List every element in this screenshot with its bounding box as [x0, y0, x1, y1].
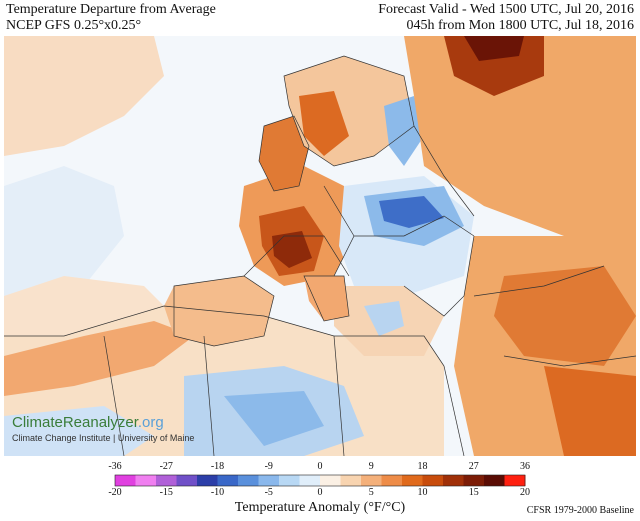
climate-reanalyzer-logo: ClimateReanalyzer.org	[12, 414, 194, 431]
iberia-warm-region	[164, 276, 274, 346]
celsius-tick-label: 10	[417, 487, 428, 498]
colorbar-swatch	[320, 475, 341, 486]
colorbar-swatch	[381, 475, 403, 486]
fahrenheit-tick-label: 0	[317, 461, 323, 472]
morocco-warm-region	[4, 321, 194, 396]
institution-credit: Climate Change Institute | University of…	[12, 433, 195, 443]
colorbar-border	[114, 474, 526, 487]
greece-cool-region	[364, 301, 404, 336]
iran-hot-region	[494, 266, 636, 366]
colorbar-swatch	[135, 475, 157, 486]
fahrenheit-tick-label: 36	[520, 461, 530, 472]
russia-warm-region	[404, 36, 636, 246]
temperature-anomaly-map	[4, 36, 636, 456]
celsius-tick-label: -20	[108, 487, 122, 498]
colorbar-swatch	[484, 475, 505, 486]
colorbar-swatch	[299, 475, 321, 486]
forecast-valid-time: Forecast Valid - Wed 1500 UTC, Jul 20, 2…	[378, 2, 634, 17]
brand-suffix: .org	[137, 414, 164, 431]
credit-block: ClimateReanalyzer.org Climate Change Ins…	[12, 414, 194, 443]
country-borders	[4, 55, 636, 456]
fahrenheit-tick-label: -18	[210, 461, 225, 472]
colorbar-swatch	[217, 475, 239, 486]
colorbar-swatch	[361, 475, 382, 486]
colorbar-swatches	[114, 474, 526, 487]
fahrenheit-tick-label: -36	[108, 461, 122, 472]
colorbar-swatch	[156, 475, 177, 486]
colorbar-swatch	[197, 475, 218, 486]
atlantic-warm-region	[4, 36, 164, 156]
central-europe-hottest-core	[272, 231, 312, 268]
sahara-cooler-core	[224, 391, 324, 446]
baseline-note: CFSR 1979-2000 Baseline	[526, 505, 634, 516]
colorbar-swatch	[504, 475, 526, 486]
colorbar-label: Temperature Anomaly (°F/°C)	[234, 500, 406, 515]
colorbar-swatch	[402, 475, 423, 486]
celsius-tick-label: 0	[317, 487, 323, 498]
forecast-init-time: 045h from Mon 1800 UTC, Jul 18, 2016	[406, 18, 635, 33]
colorbar-swatch	[258, 475, 280, 486]
celsius-tick-label: 5	[368, 487, 374, 498]
fahrenheit-tick-label: -27	[159, 461, 173, 472]
celsius-tick-label: 20	[520, 487, 530, 498]
arctic-extreme-core	[464, 36, 524, 61]
colorbar-swatch	[463, 475, 485, 486]
colorbar-swatch	[422, 475, 444, 486]
colorbar-swatch	[176, 475, 198, 486]
norway-hot-region	[299, 91, 349, 156]
colorbar-swatch	[279, 475, 300, 486]
celsius-tick-label: 15	[468, 487, 479, 498]
celsius-tick-label: -10	[210, 487, 225, 498]
fahrenheit-tick-label: 18	[417, 461, 428, 472]
west-africa-cool-region	[4, 406, 154, 456]
fahrenheit-tick-label: 27	[468, 461, 479, 472]
british-isles-warm-region	[259, 116, 309, 191]
colorbar-swatch	[340, 475, 362, 486]
map-title: Temperature Departure from Average	[6, 2, 216, 17]
fahrenheit-tick-label: -9	[264, 461, 273, 472]
celsius-tick-label: -15	[159, 487, 173, 498]
celsius-tick-label: -5	[264, 487, 273, 498]
arabia-hot-region	[544, 366, 636, 456]
italy-warm-region	[304, 276, 349, 321]
colorbar-swatch	[115, 475, 136, 486]
model-name: NCEP GFS 0.25°x0.25°	[6, 18, 142, 33]
brand-main: ClimateReanalyzer	[12, 414, 138, 431]
belarus-cold-core	[379, 196, 444, 228]
colorbar-swatch	[238, 475, 259, 486]
atlantic-cool-region	[4, 166, 124, 306]
colorbar-legend: Temperature Anomaly (°F/°C) CFSR 1979-20…	[0, 456, 640, 521]
colorbar-swatch	[443, 475, 464, 486]
finland-cool-region	[384, 96, 424, 166]
fahrenheit-tick-label: 9	[368, 461, 374, 472]
